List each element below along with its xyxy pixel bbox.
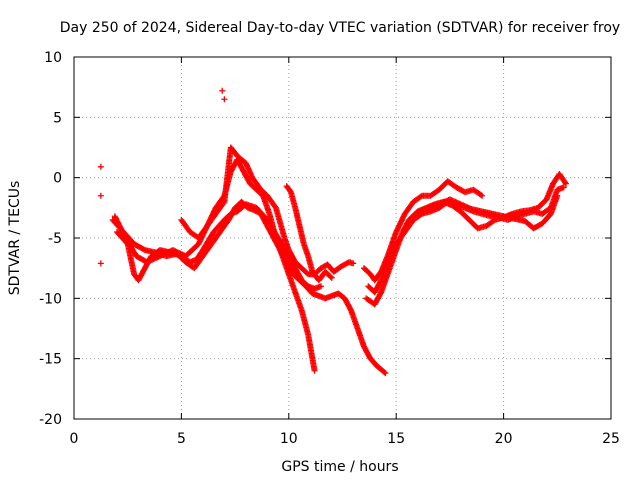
data-point bbox=[382, 370, 389, 377]
data-point bbox=[219, 87, 226, 94]
data-point bbox=[221, 96, 228, 103]
data-point bbox=[328, 274, 335, 281]
data-point bbox=[220, 200, 227, 207]
data-point bbox=[97, 192, 104, 199]
x-tick-label: 25 bbox=[602, 431, 620, 447]
data-point bbox=[311, 367, 318, 374]
y-tick-label: 10 bbox=[44, 50, 62, 66]
data-marks bbox=[97, 87, 569, 377]
y-tick-label: 5 bbox=[53, 110, 62, 126]
data-point bbox=[327, 273, 334, 280]
axis-ticks: 0 5 10 15 20 25 -20 -15 -10 -5 0 5 10 bbox=[39, 50, 620, 447]
y-axis-label: SDTVAR / TECUs bbox=[7, 181, 23, 296]
data-point bbox=[562, 180, 569, 187]
y-tick-label: -10 bbox=[39, 291, 62, 307]
data-point bbox=[490, 217, 497, 224]
x-tick-label: 15 bbox=[387, 431, 405, 447]
x-tick-label: 10 bbox=[280, 431, 298, 447]
data-point bbox=[381, 369, 388, 376]
x-tick-label: 20 bbox=[495, 431, 513, 447]
x-tick-label: 5 bbox=[177, 431, 186, 447]
x-tick-label: 0 bbox=[70, 431, 79, 447]
data-point bbox=[417, 193, 424, 200]
data-point bbox=[562, 179, 569, 186]
chart-title: Day 250 of 2024, Sidereal Day-to-day VTE… bbox=[60, 20, 620, 36]
data-point bbox=[479, 192, 486, 199]
data-point bbox=[554, 192, 561, 199]
grid bbox=[74, 57, 611, 419]
data-point bbox=[350, 260, 357, 267]
y-tick-label: -15 bbox=[39, 352, 62, 368]
data-point bbox=[97, 163, 104, 170]
data-point bbox=[477, 191, 484, 198]
data-point bbox=[560, 184, 567, 191]
y-tick-label: -20 bbox=[39, 412, 62, 428]
y-tick-label: 0 bbox=[53, 171, 62, 187]
data-point bbox=[97, 260, 104, 267]
y-tick-label: -5 bbox=[48, 231, 62, 247]
x-axis-label: GPS time / hours bbox=[281, 459, 398, 475]
data-point bbox=[318, 283, 325, 290]
